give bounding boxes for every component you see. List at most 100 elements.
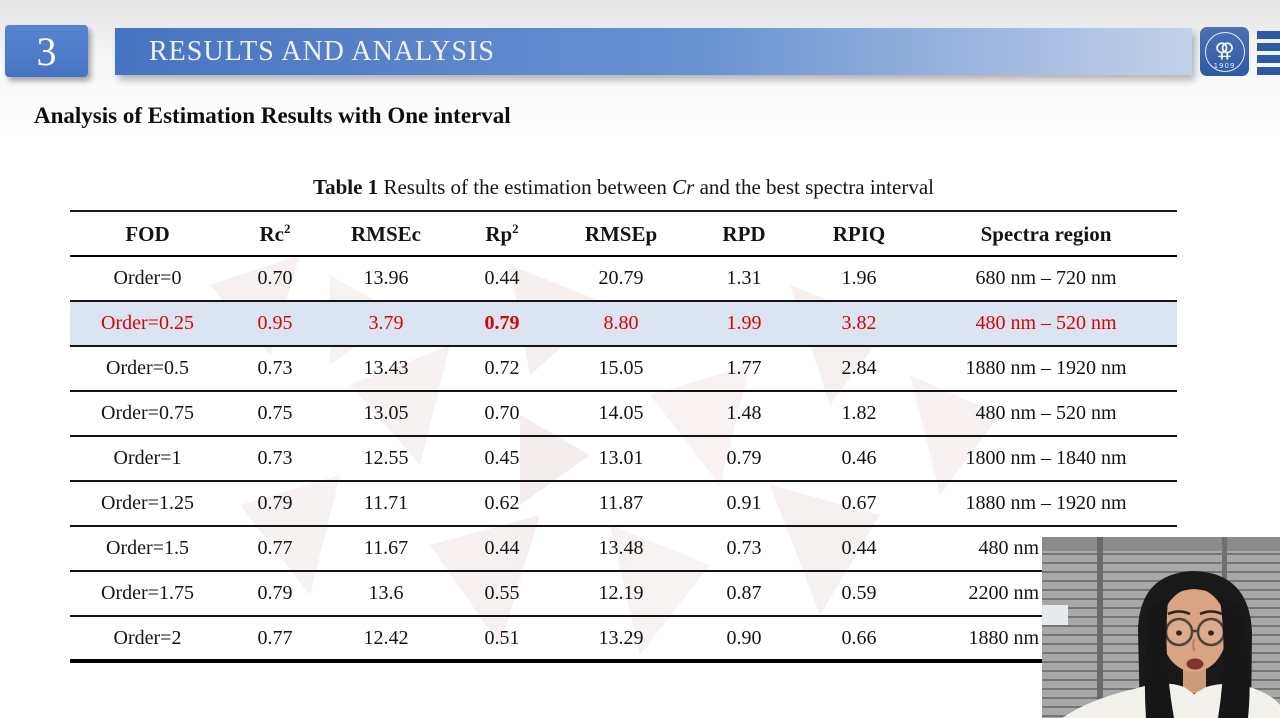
section-title-bar: RESULTS AND ANALYSIS: [115, 28, 1192, 75]
table-cell: 12.55: [325, 436, 447, 482]
table-cell: 0.77: [225, 616, 325, 663]
caption-italic-term: Cr: [672, 175, 695, 199]
table-cell: 0.73: [225, 436, 325, 482]
table-cell: 0.79: [685, 436, 803, 482]
logo-year: 1909: [1213, 61, 1236, 70]
caption-label: Table 1: [313, 175, 379, 199]
table-cell: 0.73: [685, 526, 803, 572]
caption-text: Results of the estimation between: [378, 175, 673, 199]
results-table: FOD Rc2 RMSEc Rp2 RMSEp RPD RPIQ Spectra…: [70, 210, 1177, 663]
column-header-spectra-region: Spectra region: [915, 211, 1177, 257]
table-cell: 1.99: [685, 301, 803, 347]
table-cell: 13.6: [325, 571, 447, 617]
caption-text-end: and the best spectra interval: [694, 175, 934, 199]
table-row: Order=0.25 0.95 3.79 0.79 8.80 1.99 3.82…: [70, 301, 1177, 347]
table-cell: 0.45: [447, 436, 557, 482]
table-cell: Order=0.75: [70, 391, 225, 437]
table-cell: 0.90: [685, 616, 803, 663]
logo-ring: ⚢ 1909: [1204, 31, 1245, 72]
column-header-rpiq: RPIQ: [803, 211, 915, 257]
column-header-rmsep: RMSEp: [557, 211, 685, 257]
table-cell: 480 nm – 520 nm: [915, 301, 1177, 347]
table-header-row: FOD Rc2 RMSEc Rp2 RMSEp RPD RPIQ Spectra…: [70, 211, 1177, 257]
table-cell: 8.80: [557, 301, 685, 347]
table-cell: 13.96: [325, 256, 447, 302]
table-cell: 0.79: [225, 571, 325, 617]
table-cell: 0.66: [803, 616, 915, 663]
table-row: Order=1.25 0.79 11.71 0.62 11.87 0.91 0.…: [70, 481, 1177, 527]
table-cell: 14.05: [557, 391, 685, 437]
stripe: [1257, 55, 1280, 63]
table-cell: Order=1: [70, 436, 225, 482]
table-cell: 13.43: [325, 346, 447, 392]
university-logo: ⚢ 1909: [1200, 27, 1249, 76]
table-cell: 2.84: [803, 346, 915, 392]
table-cell: 0.75: [225, 391, 325, 437]
stripe: [1257, 67, 1280, 75]
table-cell: Order=1.5: [70, 526, 225, 572]
table-cell: 3.82: [803, 301, 915, 347]
table-cell: 0.59: [803, 571, 915, 617]
university-name-stripes: [1257, 31, 1280, 79]
table-cell: 680 nm – 720 nm: [915, 256, 1177, 302]
stripe: [1257, 43, 1280, 51]
table-cell: 0.95: [225, 301, 325, 347]
table-cell: 1.82: [803, 391, 915, 437]
section-number: 3: [36, 28, 57, 74]
table-cell: Order=2: [70, 616, 225, 663]
table-row: Order=1 0.73 12.55 0.45 13.01 0.79 0.46 …: [70, 436, 1177, 482]
table-row: Order=1.75 0.79 13.6 0.55 12.19 0.87 0.5…: [70, 571, 1177, 617]
table-row: Order=0.75 0.75 13.05 0.70 14.05 1.48 1.…: [70, 391, 1177, 437]
column-header-rp2: Rp2: [447, 211, 557, 257]
table-cell: 1.31: [685, 256, 803, 302]
table-cell: 0.46: [803, 436, 915, 482]
table-cell: Order=0: [70, 256, 225, 302]
table-cell: 0.70: [447, 391, 557, 437]
crossed-hammers-icon: ⚢: [1214, 37, 1235, 62]
table-cell: 0.55: [447, 571, 557, 617]
column-header-rpd: RPD: [685, 211, 803, 257]
table-cell: 0.87: [685, 571, 803, 617]
table-row: Order=2 0.77 12.42 0.51 13.29 0.90 0.66 …: [70, 616, 1177, 663]
table-cell: 12.42: [325, 616, 447, 663]
table-cell: 0.72: [447, 346, 557, 392]
table-cell: 0.79: [225, 481, 325, 527]
results-table-body: Order=0 0.70 13.96 0.44 20.79 1.31 1.96 …: [70, 256, 1177, 663]
column-header-fod: FOD: [70, 211, 225, 257]
table-cell: 12.19: [557, 571, 685, 617]
table-cell: 1.96: [803, 256, 915, 302]
table-cell: 0.67: [803, 481, 915, 527]
table-cell: 0.44: [447, 256, 557, 302]
table-cell: 15.05: [557, 346, 685, 392]
table-cell: 0.44: [447, 526, 557, 572]
table-cell: 1880 nm – 1920 nm: [915, 346, 1177, 392]
table-cell: 480 nm – 520 nm: [915, 391, 1177, 437]
table-cell: 13.01: [557, 436, 685, 482]
table-cell: 1800 nm – 1840 nm: [915, 436, 1177, 482]
section-number-badge: 3: [5, 25, 88, 77]
table-cell: 0.62: [447, 481, 557, 527]
table-cell: Order=0.25: [70, 301, 225, 347]
presenter-video-frame: [1042, 537, 1280, 718]
table-cell: 11.87: [557, 481, 685, 527]
table-cell: 0.73: [225, 346, 325, 392]
table-row: Order=0 0.70 13.96 0.44 20.79 1.31 1.96 …: [70, 256, 1177, 302]
webcam-overlay: [1042, 537, 1280, 718]
table-cell: 0.51: [447, 616, 557, 663]
table-caption: Table 1 Results of the estimation betwee…: [70, 175, 1177, 200]
table-cell: 1.77: [685, 346, 803, 392]
column-header-rc2: Rc2: [225, 211, 325, 257]
table-cell: 1.48: [685, 391, 803, 437]
table-cell: 0.44: [803, 526, 915, 572]
table-cell: Order=0.5: [70, 346, 225, 392]
table-cell: Order=1.75: [70, 571, 225, 617]
table-cell: Order=1.25: [70, 481, 225, 527]
section-title: RESULTS AND ANALYSIS: [149, 35, 496, 67]
table-cell: 13.48: [557, 526, 685, 572]
table-cell: 11.67: [325, 526, 447, 572]
table-cell: 0.77: [225, 526, 325, 572]
table-cell: 13.29: [557, 616, 685, 663]
stripe: [1257, 31, 1280, 39]
table-cell: 1880 nm – 1920 nm: [915, 481, 1177, 527]
